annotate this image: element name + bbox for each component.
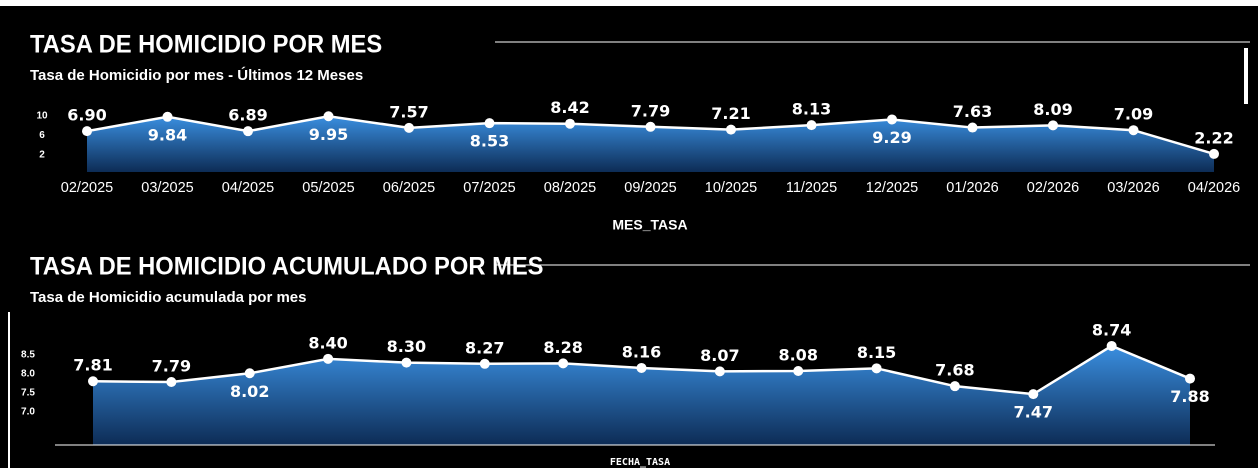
point: [806, 120, 817, 131]
point: [1048, 120, 1058, 131]
point: [88, 376, 98, 387]
x-tick-label: 04/2025: [222, 180, 274, 196]
point: [479, 358, 490, 369]
value-label: 8.74: [1092, 320, 1131, 339]
x-tick-label: 01/2026: [946, 180, 998, 196]
point: [726, 124, 736, 135]
point: [887, 114, 897, 125]
value-label: 8.07: [700, 346, 739, 365]
value-label: 8.42: [550, 98, 589, 117]
point: [714, 366, 725, 377]
point: [871, 363, 882, 374]
point: [401, 357, 412, 368]
value-label: 7.68: [935, 361, 974, 380]
value-label: 9.29: [872, 128, 911, 147]
point: [949, 381, 960, 392]
area: [87, 116, 1214, 172]
point: [166, 376, 177, 387]
title-backdrop: [20, 28, 490, 58]
point: [243, 126, 253, 137]
value-label: 8.40: [308, 333, 347, 352]
point: [1128, 125, 1139, 136]
value-label: 2.22: [1194, 128, 1233, 147]
point: [1185, 373, 1195, 384]
value-label: 8.02: [230, 382, 269, 401]
x-tick-label: 02/2026: [1027, 180, 1079, 196]
value-label: 7.21: [711, 104, 750, 123]
x-tick-label: 02/2025: [61, 180, 113, 196]
x-tick-label: 10/2025: [705, 180, 757, 196]
value-label: 8.30: [387, 337, 426, 356]
value-label: 8.08: [778, 345, 817, 364]
chart-title: TASA DE HOMICIDIO POR MES: [30, 31, 382, 59]
x-tick-label: 07/2025: [463, 180, 515, 196]
value-label: 9.95: [309, 125, 348, 144]
x-tick-label: 12/2025: [866, 180, 918, 196]
point: [82, 126, 92, 137]
point: [967, 122, 978, 133]
x-tick-label: 06/2025: [383, 180, 435, 196]
point: [1209, 148, 1219, 159]
chart-subtitle: Tasa de Homicidio por mes - Últimos 12 M…: [30, 66, 363, 84]
x-tick-label: 09/2025: [624, 180, 676, 196]
value-label: 8.15: [857, 343, 896, 362]
value-label: 9.84: [148, 125, 187, 144]
point: [558, 358, 569, 369]
point: [244, 368, 255, 379]
scrollbar: [1244, 48, 1248, 104]
value-label: 8.16: [622, 342, 661, 361]
value-label: 8.09: [1033, 100, 1072, 119]
panel-edge: [8, 312, 10, 468]
top-strip: [0, 0, 1258, 6]
y-tick-label: 7.5: [21, 388, 35, 399]
value-label: 7.47: [1014, 403, 1053, 422]
y-tick-label: 7.0: [21, 407, 35, 418]
y-tick-label: 10: [36, 111, 48, 122]
value-label: 7.88: [1170, 387, 1209, 406]
point: [636, 362, 647, 373]
value-label: 8.53: [470, 132, 509, 151]
x-tick-label: 03/2025: [141, 180, 193, 196]
value-label: 6.90: [67, 106, 106, 125]
value-label: 6.89: [228, 106, 267, 125]
point: [1106, 340, 1117, 351]
y-tick-label: 2: [39, 150, 45, 161]
x-axis-label: MES_TASA: [612, 217, 687, 233]
x-tick-label: 05/2025: [302, 180, 354, 196]
point: [404, 122, 414, 133]
point: [162, 111, 173, 122]
y-tick-label: 6: [39, 130, 45, 141]
point: [323, 111, 334, 122]
point: [793, 365, 804, 376]
point: [1028, 389, 1039, 400]
x-axis-label: FECHA_TASA: [610, 457, 670, 468]
value-label: 7.57: [389, 102, 428, 121]
title-backdrop: [20, 250, 490, 280]
x-tick-label: 03/2026: [1107, 180, 1159, 196]
value-label: 7.79: [631, 101, 670, 120]
value-label: 8.13: [792, 100, 831, 119]
x-tick-label: 08/2025: [544, 180, 596, 196]
value-label: 8.28: [543, 338, 582, 357]
value-label: 7.63: [953, 102, 992, 121]
point: [484, 118, 495, 129]
x-tick-label: 11/2025: [786, 180, 837, 196]
point: [323, 353, 334, 364]
chart-subtitle: Tasa de Homicidio acumulada por mes: [30, 289, 306, 306]
x-tick-label: 04/2026: [1188, 180, 1240, 196]
area: [93, 345, 1190, 445]
point: [645, 121, 656, 132]
point: [565, 118, 575, 129]
value-label: 7.81: [73, 356, 112, 375]
value-label: 7.09: [1114, 105, 1153, 124]
value-label: 8.27: [465, 338, 504, 357]
y-tick-label: 8.5: [21, 350, 35, 361]
y-tick-label: 8.0: [21, 369, 35, 380]
chart-title: TASA DE HOMICIDIO ACUMULADO POR MES: [30, 253, 544, 281]
value-label: 7.79: [152, 356, 191, 375]
